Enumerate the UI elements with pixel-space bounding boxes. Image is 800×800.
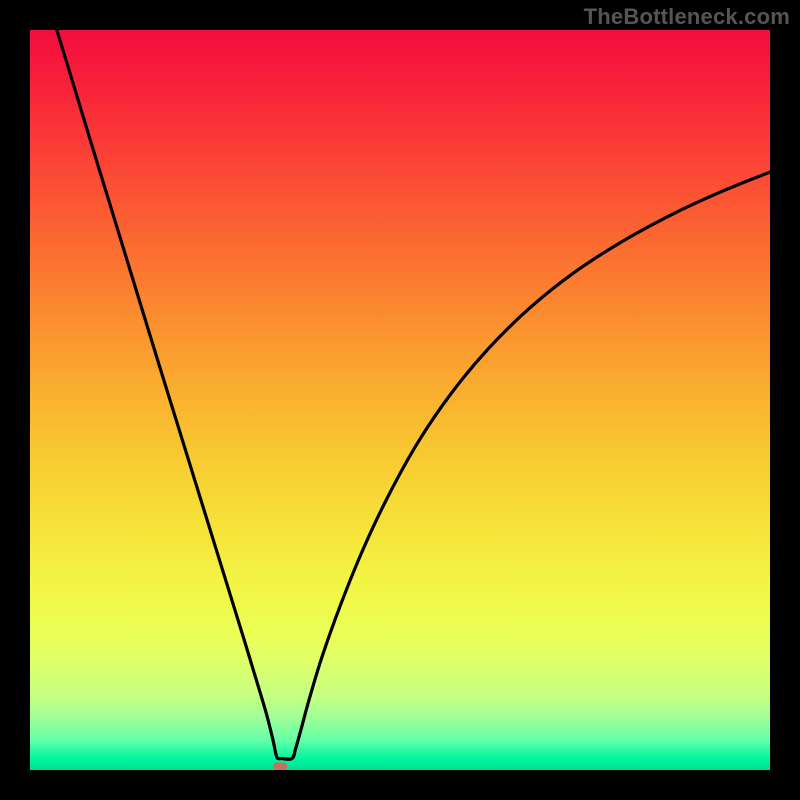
bottleneck-chart-svg	[0, 0, 800, 800]
chart-container: TheBottleneck.com	[0, 0, 800, 800]
attribution-watermark: TheBottleneck.com	[584, 4, 790, 30]
minimum-marker	[273, 763, 287, 770]
gradient-background	[30, 30, 770, 770]
